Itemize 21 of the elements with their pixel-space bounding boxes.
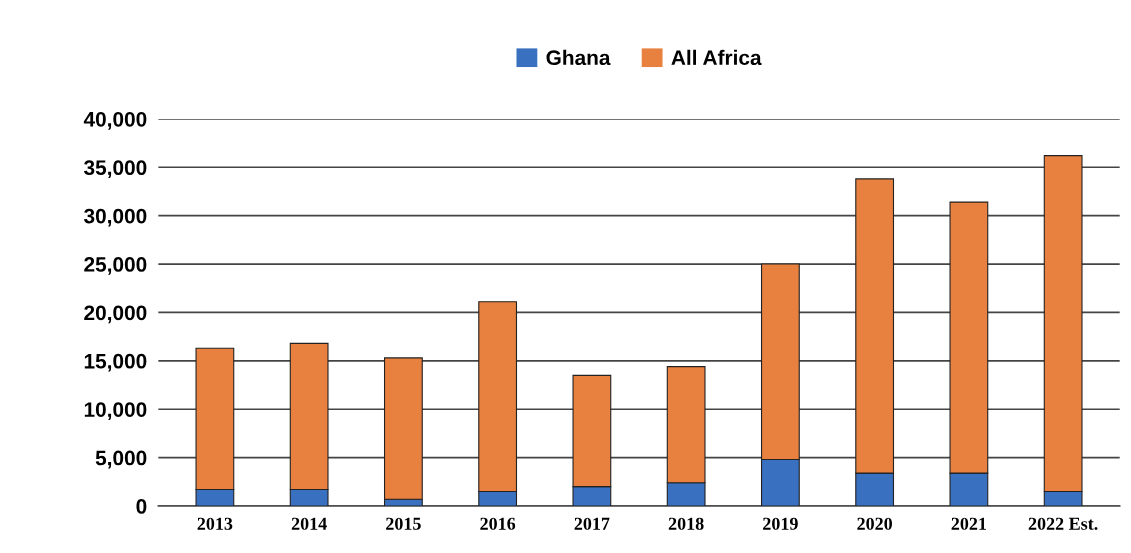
x-tick-label: 2014 xyxy=(291,517,327,530)
x-tick-label: 2021 xyxy=(951,517,987,530)
legend-label: All Africa xyxy=(671,49,762,66)
y-tick-label: 30,000 xyxy=(83,208,147,227)
y-tick-label: 35,000 xyxy=(83,160,147,179)
x-tick-label: 2013 xyxy=(197,517,233,530)
x-tick-label: 2015 xyxy=(386,517,421,530)
y-tick-label: 0 xyxy=(136,499,147,514)
x-tick-label: 2022 Est. xyxy=(1028,517,1098,530)
y-tick-label: 40,000 xyxy=(83,111,147,130)
x-tick-label: 2017 xyxy=(574,517,610,530)
x-tick-label: 2020 xyxy=(857,517,893,530)
y-tick-label: 20,000 xyxy=(84,305,147,324)
y-tick-label: 10,000 xyxy=(84,402,147,420)
y-tick-label: 25,000 xyxy=(84,257,147,275)
x-tick-label: 2016 xyxy=(480,517,516,530)
y-tick-label: 5,000 xyxy=(95,450,147,469)
x-tick-label: 2018 xyxy=(668,517,704,530)
legend-label: Ghana xyxy=(546,49,611,66)
y-tick-label: 15,000 xyxy=(84,353,147,372)
x-tick-label: 2019 xyxy=(763,517,798,530)
